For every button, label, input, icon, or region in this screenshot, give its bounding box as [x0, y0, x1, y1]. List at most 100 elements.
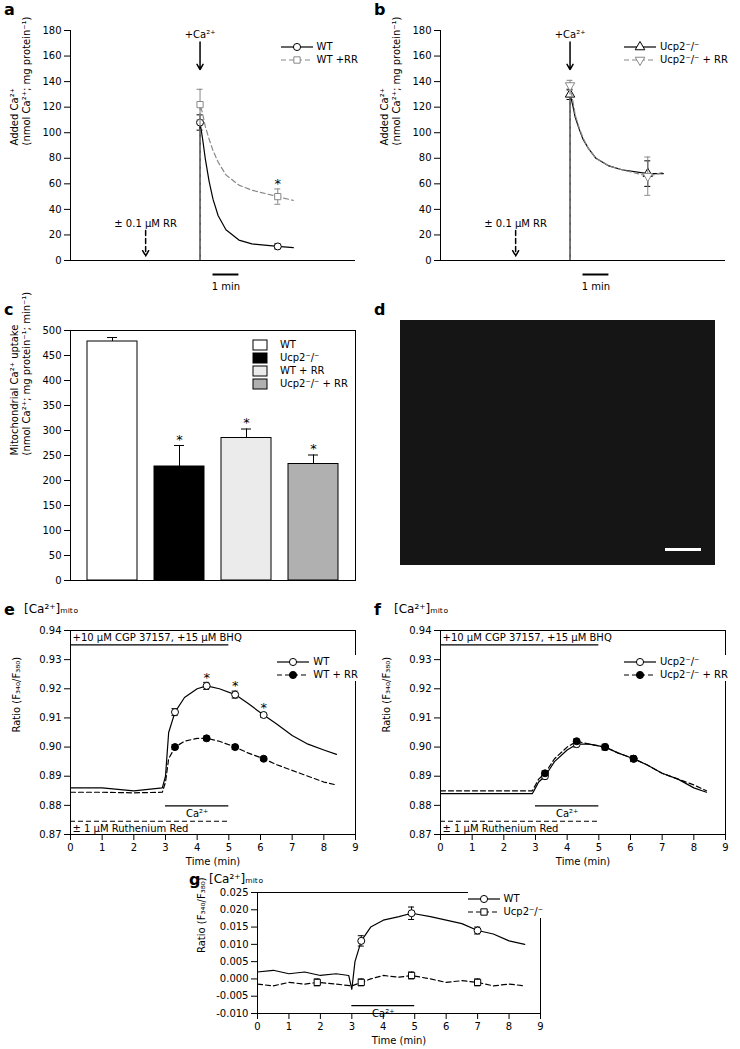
- svg-text:9: 9: [537, 1021, 543, 1032]
- svg-text:1: 1: [469, 842, 475, 853]
- svg-text:0: 0: [67, 842, 73, 853]
- svg-text:40: 40: [49, 204, 62, 215]
- svg-text:± 0.1 µM RR: ± 0.1 µM RR: [114, 218, 177, 229]
- svg-text:± 1 µM Ruthenium Red: ± 1 µM Ruthenium Red: [443, 823, 559, 834]
- svg-text:± 1 µM Ruthenium Red: ± 1 µM Ruthenium Red: [73, 823, 189, 834]
- svg-text:80: 80: [419, 152, 432, 163]
- svg-text:0.89: 0.89: [409, 770, 431, 781]
- svg-text:20: 20: [49, 229, 62, 240]
- svg-text:+10 µM CGP 37157, +15 µM BHQ: +10 µM CGP 37157, +15 µM BHQ: [73, 632, 242, 643]
- svg-text:Time (min): Time (min): [555, 856, 610, 867]
- svg-text:*: *: [176, 432, 183, 447]
- svg-text:0.88: 0.88: [39, 800, 61, 811]
- svg-text:Time (min): Time (min): [185, 856, 240, 867]
- svg-text:-0.005: -0.005: [216, 990, 248, 1001]
- svg-text:300: 300: [42, 425, 61, 436]
- svg-text:40: 40: [419, 204, 432, 215]
- svg-text:140: 140: [42, 76, 61, 87]
- svg-text:Ca²⁺: Ca²⁺: [556, 808, 578, 819]
- svg-text:1 min: 1 min: [212, 281, 240, 292]
- svg-text:0.91: 0.91: [39, 712, 61, 723]
- svg-text:3: 3: [162, 842, 168, 853]
- svg-text:0.94: 0.94: [409, 625, 431, 636]
- svg-text:0.93: 0.93: [409, 654, 431, 665]
- svg-text:100: 100: [42, 525, 61, 536]
- svg-text:0: 0: [254, 1021, 260, 1032]
- svg-text:3: 3: [532, 842, 538, 853]
- svg-text:Added Ca²⁺(nmol Ca²⁺; mg prote: Added Ca²⁺(nmol Ca²⁺; mg protein⁻¹): [9, 16, 32, 145]
- svg-text:6: 6: [443, 1021, 449, 1032]
- svg-text:Ratio (F₃₄₀/F₃₈₀): Ratio (F₃₄₀/F₃₈₀): [11, 657, 22, 733]
- svg-text:5: 5: [596, 842, 602, 853]
- svg-text:200: 200: [42, 475, 61, 486]
- svg-text:0.92: 0.92: [409, 683, 431, 694]
- svg-text:Added Ca²⁺(nmol Ca²⁺; mg prote: Added Ca²⁺(nmol Ca²⁺; mg protein⁻¹): [379, 16, 402, 145]
- svg-text:4: 4: [380, 1021, 386, 1032]
- svg-text:160: 160: [42, 50, 61, 61]
- svg-text:Ratio (F₃₄₀/F₃₈₀): Ratio (F₃₄₀/F₃₈₀): [381, 657, 392, 733]
- svg-text:± 0.1 µM RR: ± 0.1 µM RR: [484, 218, 547, 229]
- svg-text:0.91: 0.91: [409, 712, 431, 723]
- svg-text:0.93: 0.93: [39, 654, 61, 665]
- svg-text:0: 0: [55, 575, 61, 586]
- svg-text:4: 4: [564, 842, 570, 853]
- svg-text:0.025: 0.025: [220, 887, 249, 898]
- svg-text:7: 7: [659, 842, 665, 853]
- svg-text:0.015: 0.015: [220, 921, 249, 932]
- svg-text:9: 9: [352, 842, 358, 853]
- svg-text:+Ca²⁺: +Ca²⁺: [185, 29, 216, 40]
- svg-text:-0.010: -0.010: [216, 1008, 248, 1019]
- svg-text:Time (min): Time (min): [371, 1035, 426, 1046]
- svg-text:*: *: [232, 678, 239, 693]
- svg-text:120: 120: [42, 101, 61, 112]
- svg-text:80: 80: [49, 152, 62, 163]
- svg-text:*: *: [275, 176, 282, 191]
- svg-text:0.005: 0.005: [220, 956, 249, 967]
- svg-text:0.90: 0.90: [39, 741, 61, 752]
- svg-text:0.92: 0.92: [39, 683, 61, 694]
- svg-text:1: 1: [286, 1021, 292, 1032]
- svg-text:6: 6: [627, 842, 633, 853]
- svg-text:180: 180: [42, 25, 61, 36]
- svg-text:120: 120: [412, 101, 431, 112]
- svg-text:0.010: 0.010: [220, 939, 249, 950]
- svg-text:450: 450: [42, 350, 61, 361]
- svg-text:*: *: [260, 700, 267, 715]
- svg-text:9: 9: [722, 842, 728, 853]
- svg-text:1 min: 1 min: [582, 281, 610, 292]
- svg-text:0.87: 0.87: [39, 829, 61, 840]
- svg-text:0.89: 0.89: [39, 770, 61, 781]
- svg-text:500: 500: [42, 325, 61, 336]
- svg-text:*: *: [243, 415, 250, 430]
- svg-text:400: 400: [42, 375, 61, 386]
- svg-text:4: 4: [194, 842, 200, 853]
- svg-text:100: 100: [42, 127, 61, 138]
- svg-text:60: 60: [419, 178, 432, 189]
- svg-text:350: 350: [42, 400, 61, 411]
- svg-text:1: 1: [99, 842, 105, 853]
- svg-text:Ca²⁺: Ca²⁺: [186, 808, 208, 819]
- svg-text:0.87: 0.87: [409, 829, 431, 840]
- svg-text:180: 180: [412, 25, 431, 36]
- svg-text:100: 100: [412, 127, 431, 138]
- svg-text:+Ca²⁺: +Ca²⁺: [555, 29, 586, 40]
- svg-text:5: 5: [226, 842, 232, 853]
- svg-text:7: 7: [474, 1021, 480, 1032]
- svg-text:50: 50: [49, 550, 62, 561]
- svg-text:+10 µM CGP 37157, +15 µM BHQ: +10 µM CGP 37157, +15 µM BHQ: [443, 632, 612, 643]
- svg-text:60: 60: [49, 178, 62, 189]
- svg-text:0: 0: [425, 255, 431, 266]
- svg-text:0.90: 0.90: [409, 741, 431, 752]
- svg-text:2: 2: [131, 842, 137, 853]
- svg-text:0.020: 0.020: [220, 904, 249, 915]
- svg-text:2: 2: [317, 1021, 323, 1032]
- svg-text:Ca²⁺: Ca²⁺: [372, 1008, 394, 1019]
- svg-text:*: *: [310, 441, 317, 456]
- svg-text:*: *: [203, 670, 210, 685]
- svg-text:0: 0: [55, 255, 61, 266]
- svg-text:0.000: 0.000: [220, 973, 249, 984]
- svg-text:3: 3: [349, 1021, 355, 1032]
- svg-text:250: 250: [42, 450, 61, 461]
- svg-text:8: 8: [691, 842, 697, 853]
- svg-text:20: 20: [419, 229, 432, 240]
